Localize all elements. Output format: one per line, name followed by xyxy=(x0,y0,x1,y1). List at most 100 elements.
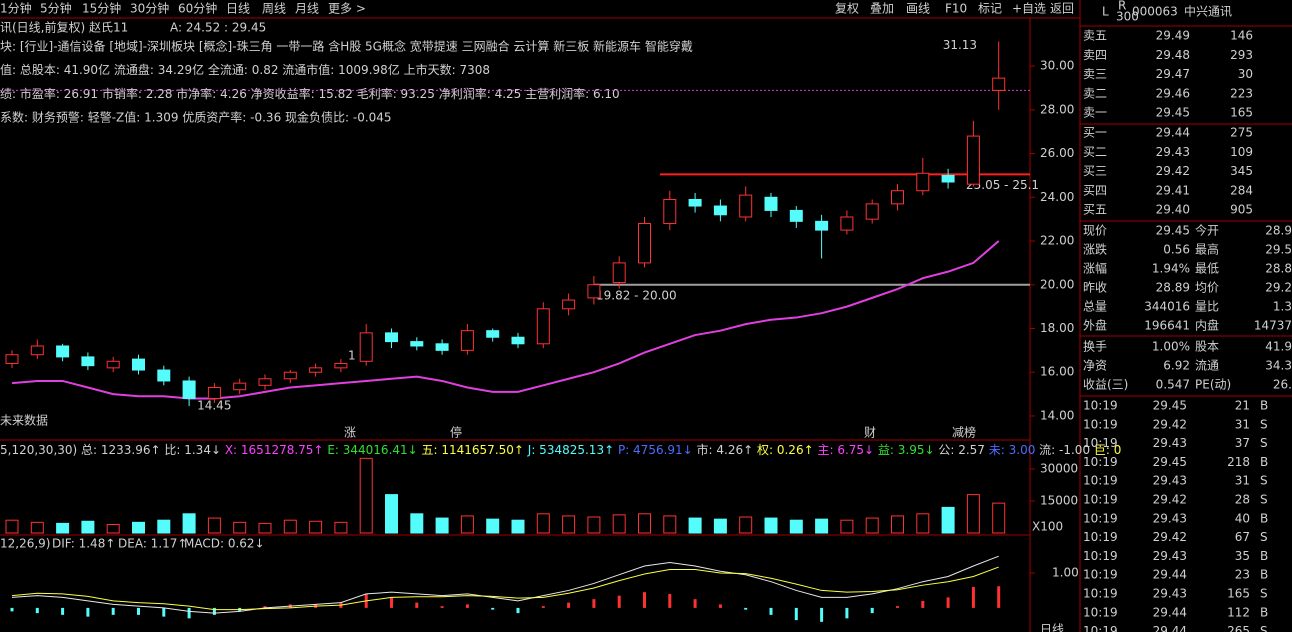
candle-body xyxy=(30,345,44,356)
legend-item: 五: 1141657.50↑ xyxy=(418,443,524,457)
trade-volume: 218 xyxy=(1227,455,1250,469)
legend-item: 益: 3.95↓ xyxy=(874,443,934,457)
info-line: 值: 总股本: 41.90亿 流通盘: 34.29亿 全流通: 0.82 流通市… xyxy=(0,62,490,77)
trade-price: 29.44 xyxy=(1153,568,1187,582)
trade-price: 29.42 xyxy=(1153,530,1187,544)
volume-bar xyxy=(385,494,398,534)
toolbar-button[interactable]: 标记 xyxy=(978,2,1002,16)
y-tick-label: 14.00 xyxy=(1040,408,1074,422)
period-tab[interactable]: 更多 > xyxy=(328,2,366,16)
level-label: 25.05 - 25.1 xyxy=(966,178,1039,192)
trade-volume: 40 xyxy=(1235,511,1250,525)
period-tab[interactable]: 5分钟 xyxy=(40,1,72,16)
high-label: 31.13 xyxy=(943,38,977,52)
legend-item: 权: 0.26↑ xyxy=(753,443,813,457)
stat-label: 总量 xyxy=(1083,300,1107,314)
legend-item: E: 344016.41↓ xyxy=(324,443,418,457)
trade-time: 10:19 xyxy=(1083,417,1118,431)
row-label: 买五 xyxy=(1083,203,1107,217)
trade-side: B xyxy=(1260,455,1268,469)
toolbar-button[interactable]: 画线 xyxy=(906,2,930,16)
stat-label: 今开 xyxy=(1195,223,1219,238)
volume-bar xyxy=(840,519,854,534)
legend-item: DEA: 1.17↑ xyxy=(118,537,187,551)
y-tick-label: 30.00 xyxy=(1040,59,1074,73)
volume-bar xyxy=(536,513,550,534)
row-price: 29.48 xyxy=(1156,48,1190,62)
info-line: 绩: 市盈率: 26.91 市销率: 2.28 市净率: 4.26 净资收益率:… xyxy=(0,86,620,101)
candle-body xyxy=(283,371,297,380)
stat-label: 涨幅 xyxy=(1083,261,1107,276)
period-tab[interactable]: 月线 xyxy=(295,2,319,16)
stock-name: 中兴通讯 xyxy=(1184,4,1232,19)
volume-bar xyxy=(891,515,904,534)
y-tick-label: 15000 xyxy=(1040,494,1078,508)
candle-body xyxy=(789,209,803,222)
trade-time: 10:19 xyxy=(1083,511,1118,525)
event-marker: 涨 xyxy=(344,425,356,440)
trade-side: S xyxy=(1260,417,1268,431)
stat-value: 41.9 xyxy=(1265,340,1292,354)
volume-bar xyxy=(739,516,753,534)
period-tab[interactable]: 1分钟 xyxy=(0,1,32,16)
trade-side: S xyxy=(1260,624,1268,632)
legend-item: MACD: 0.62↓ xyxy=(184,537,265,551)
trade-side: S xyxy=(1260,436,1268,450)
stat-value: 28.89 xyxy=(1156,281,1190,295)
trade-side: B xyxy=(1260,511,1268,525)
y-tick-label: 28.00 xyxy=(1040,102,1074,116)
toolbar-button[interactable]: F10 xyxy=(945,2,967,16)
toolbar-button[interactable]: 复权 xyxy=(835,2,859,16)
macd-line xyxy=(11,566,999,611)
period-tab[interactable]: 15分钟 xyxy=(82,1,121,16)
toolbar-button[interactable]: 叠加 xyxy=(870,2,894,16)
stat-label: 内盘 xyxy=(1195,318,1219,333)
trade-price: 29.42 xyxy=(1153,493,1187,507)
candle-body xyxy=(612,262,626,284)
toolbar-button[interactable]: 返回 xyxy=(1050,2,1074,16)
trade-volume: 37 xyxy=(1235,436,1250,450)
period-tab[interactable]: 日线 xyxy=(226,2,250,16)
trade-price: 29.43 xyxy=(1153,436,1187,450)
legend-item: 公: 2.57 xyxy=(935,443,985,457)
stat-label: 股本 xyxy=(1195,340,1219,354)
y-tick-label: 30000 xyxy=(1040,462,1078,476)
info-line: 块: [行业]-通信设备 [地域]-深圳板块 [概念]-珠三角 一带一路 含H股… xyxy=(0,39,693,54)
period-tab[interactable]: 60分钟 xyxy=(178,1,217,16)
note: 未来数据 xyxy=(0,413,48,428)
toolbar-button[interactable]: +自选 xyxy=(1012,2,1046,16)
volume-bar xyxy=(435,517,449,534)
trade-price: 29.43 xyxy=(1153,474,1187,488)
candle-body xyxy=(865,203,879,220)
stat-value: 1.94% xyxy=(1152,262,1190,276)
period-tab[interactable]: 30分钟 xyxy=(130,1,169,16)
candle-body xyxy=(157,369,171,382)
candle-body xyxy=(511,336,525,345)
legend-item: 巨: 0 xyxy=(1090,443,1121,457)
stat-value: 0.56 xyxy=(1163,243,1190,257)
volume-bar xyxy=(334,521,348,534)
stat-value: 26. xyxy=(1273,378,1292,392)
row-price: 29.45 xyxy=(1156,106,1190,120)
candle-body xyxy=(764,196,778,211)
trade-time: 10:19 xyxy=(1083,568,1118,582)
trade-volume: 31 xyxy=(1235,474,1250,488)
volume-bar xyxy=(789,519,803,534)
trade-side: B xyxy=(1260,549,1268,563)
stat-value: 34.3 xyxy=(1265,359,1292,373)
trade-price: 29.43 xyxy=(1153,549,1187,563)
macd-line xyxy=(11,555,999,614)
candle-body xyxy=(309,367,323,373)
trade-time: 10:19 xyxy=(1083,549,1118,563)
legend-item: DIF: 1.48↑ xyxy=(52,537,115,551)
period-tab[interactable]: 周线 xyxy=(262,2,286,16)
candle-body xyxy=(688,198,702,207)
trade-price: 29.42 xyxy=(1153,417,1187,431)
candle-body xyxy=(334,362,348,369)
candle-body xyxy=(460,330,474,351)
y-tick-label: 22.00 xyxy=(1040,234,1074,248)
stat-value: 29.5 xyxy=(1265,243,1292,257)
volume-bar xyxy=(587,516,601,534)
row-volume: 275 xyxy=(1230,126,1253,140)
market: L xyxy=(1102,5,1109,19)
